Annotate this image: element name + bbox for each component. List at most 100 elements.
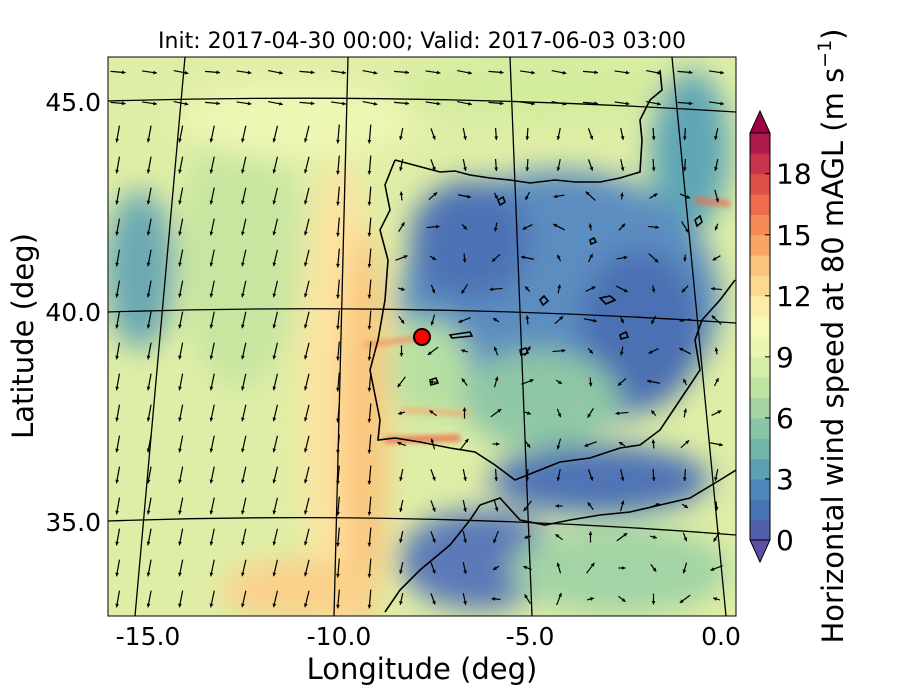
wind-vector xyxy=(241,280,247,298)
wind-vector xyxy=(241,466,247,484)
colorbar-segment-16 xyxy=(750,194,770,215)
wind-vector xyxy=(272,156,279,174)
wind-vector xyxy=(178,466,184,484)
wind-vector xyxy=(524,346,531,356)
wind-vector xyxy=(299,70,315,75)
wind-vector xyxy=(556,408,562,418)
wind-vector xyxy=(587,469,594,481)
wind-vector xyxy=(397,287,406,291)
wind-vector xyxy=(551,69,567,75)
wind-vector xyxy=(399,593,404,605)
wind-vector xyxy=(648,348,659,354)
y-tick-label-1: 40.0 xyxy=(45,298,101,327)
wind-vector xyxy=(648,253,659,263)
wind-vector xyxy=(367,403,372,423)
wind-vector xyxy=(651,593,656,605)
wind-vector xyxy=(115,249,121,267)
wind-vector xyxy=(462,407,467,419)
wind-vector xyxy=(587,128,594,140)
colorbar-segment-7 xyxy=(750,377,770,399)
wind-vector xyxy=(714,159,719,171)
site-marker-dot xyxy=(413,328,431,346)
wind-vector xyxy=(556,469,561,481)
wind-vector xyxy=(618,566,626,570)
wind-vector xyxy=(584,441,597,447)
wind-vector xyxy=(681,503,689,509)
wind-vector xyxy=(398,222,405,232)
wind-vector xyxy=(146,497,152,515)
wind-vector xyxy=(430,593,436,605)
colorbar-label-main: Horizontal wind speed at 80 mAGL (m s xyxy=(816,68,850,644)
wind-vector xyxy=(367,124,372,144)
wind-vector xyxy=(399,345,404,357)
wind-vector xyxy=(494,158,499,172)
wind-vector xyxy=(556,159,561,171)
graticule-meridian-minus10 xyxy=(333,57,349,616)
wind-vector xyxy=(146,218,152,236)
wind-vector xyxy=(209,590,215,608)
wind-vector xyxy=(398,316,405,324)
wind-vector xyxy=(336,465,340,485)
wind-vector xyxy=(493,500,499,512)
wind-vector xyxy=(587,408,594,418)
wind-vector xyxy=(367,217,372,237)
wind-vector xyxy=(115,497,121,515)
wind-vector xyxy=(494,127,499,141)
wind-vector xyxy=(430,562,436,574)
wind-vector xyxy=(303,280,310,298)
x-tick-label-3: 0.0 xyxy=(701,622,741,651)
graticule-meridian-0 xyxy=(671,57,727,616)
wind-vector xyxy=(303,590,310,608)
wind-vector xyxy=(585,286,596,292)
graticule-parallel-40 xyxy=(108,308,736,324)
wind-vector xyxy=(494,468,499,482)
wind-vector xyxy=(330,101,347,106)
wind-vector xyxy=(178,280,184,298)
colorbar-segment-13 xyxy=(750,255,770,276)
colorbar-segment-0 xyxy=(750,519,770,541)
wind-vector xyxy=(367,372,372,392)
wind-vector xyxy=(521,379,534,385)
wind-vector xyxy=(556,254,562,262)
wind-vector xyxy=(178,528,184,546)
wind-vector xyxy=(462,469,467,481)
wind-vector xyxy=(362,100,378,106)
wind-vector xyxy=(677,70,693,75)
wind-vector xyxy=(711,410,722,416)
colorbar-segment-6 xyxy=(750,397,770,419)
wind-vector xyxy=(399,128,404,140)
x-tick-label-2: -5.0 xyxy=(506,622,555,651)
wind-vector xyxy=(616,255,628,260)
wind-vector xyxy=(146,311,152,329)
wind-vector xyxy=(619,500,625,512)
wind-vector xyxy=(303,466,310,484)
y-axis-label: Latitude (deg) xyxy=(6,233,40,439)
wind-vector xyxy=(367,186,372,206)
wind-vector xyxy=(457,100,472,106)
wind-vector xyxy=(397,376,406,388)
wind-vector xyxy=(173,100,189,106)
wind-vector xyxy=(399,500,404,512)
wind-vector xyxy=(146,342,152,360)
wind-vector xyxy=(115,311,121,329)
wind-vector xyxy=(519,70,536,75)
wind-vector xyxy=(303,342,310,360)
wind-vector xyxy=(115,559,121,577)
wind-vector xyxy=(429,255,437,261)
wind-vector xyxy=(178,404,184,422)
wind-vector xyxy=(272,373,279,391)
colorbar-segment-1 xyxy=(750,499,770,521)
wind-vector xyxy=(461,223,468,231)
wind-vector xyxy=(462,500,467,512)
colorbar-tick-label-1: 3 xyxy=(776,463,794,496)
wind-vector xyxy=(209,311,215,329)
wind-vector xyxy=(712,255,721,261)
wind-vector xyxy=(303,373,310,391)
wind-vector xyxy=(115,218,121,236)
wind-vector xyxy=(557,284,562,294)
wind-vector xyxy=(523,500,532,512)
colorbar-label-superscript: −1 xyxy=(814,40,836,68)
wind-vector xyxy=(209,373,215,391)
wind-vector xyxy=(146,249,152,267)
wind-vector xyxy=(336,124,340,144)
